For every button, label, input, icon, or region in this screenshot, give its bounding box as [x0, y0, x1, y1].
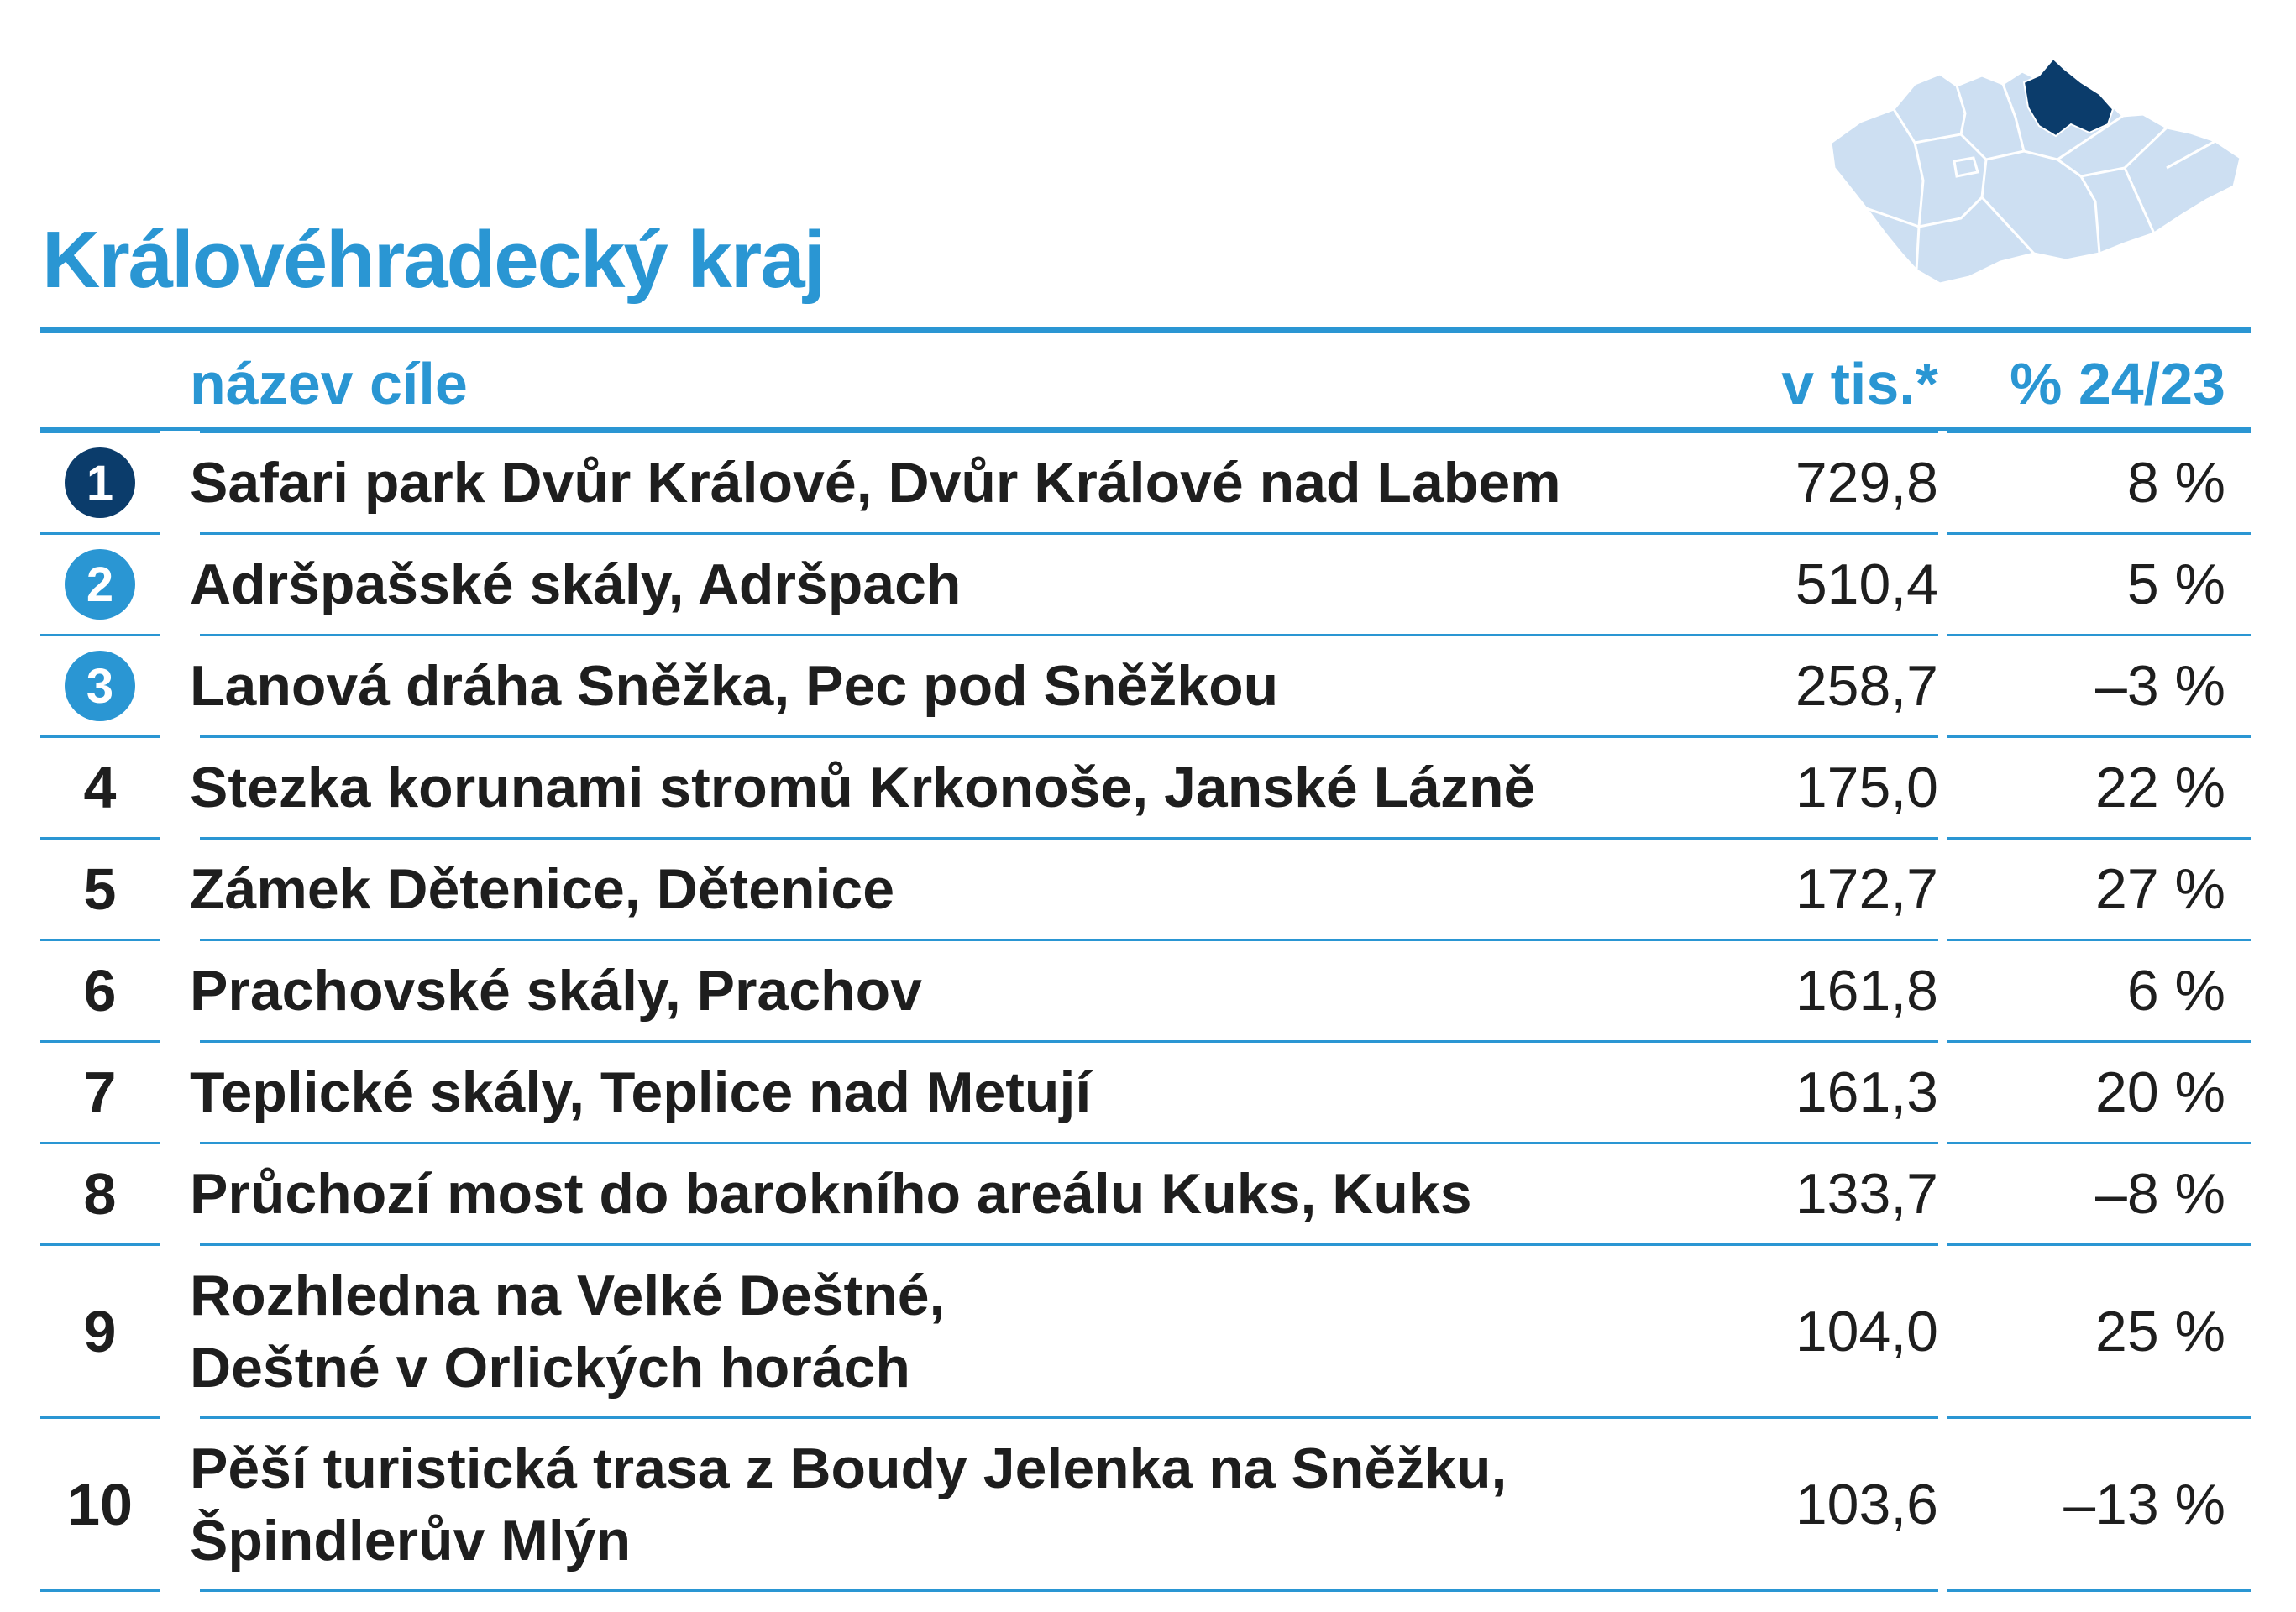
destination-name-line: Safari park Dvůr Králové, Dvůr Králové n… [190, 451, 1561, 515]
rank-number: 2 [86, 557, 114, 612]
table-row: 1 Safari park Dvůr Králové, Dvůr Králové … [40, 431, 2251, 535]
visitors-value: 729,8 [1795, 451, 1938, 515]
rank-badge: 3 [65, 651, 135, 721]
destination-name: Rozhledna na Velké Deštné, Deštné v Orlic… [190, 1246, 945, 1416]
rank-cell: 5 [40, 840, 160, 939]
change-value: 8 % [2126, 451, 2225, 515]
destination-name-line: Pěší turistická trasa z Boudy Jelenka na… [190, 1436, 1507, 1500]
rank-number: 8 [83, 1161, 117, 1227]
change-value: 27 % [2095, 857, 2225, 921]
visitors-value: 103,6 [1795, 1472, 1938, 1536]
destination-name-line: Špindlerův Mlýn [190, 1508, 632, 1573]
visitors-value: 172,7 [1795, 857, 1938, 921]
rank-number: 5 [83, 856, 117, 922]
header-change: % 24/23 [2010, 351, 2225, 416]
rank-cell: 2 [40, 535, 160, 634]
change-value: 5 % [2126, 552, 2225, 616]
destination-name-line: Prachovské skály, Prachov [190, 959, 922, 1023]
destination-name-line: Adršpašské skály, Adršpach [190, 552, 962, 616]
header-name: název cíle [190, 351, 468, 416]
visitors-value: 258,7 [1795, 654, 1938, 718]
table-row: 8 Průchozí most do barokního areálu Kuks,… [40, 1142, 2251, 1246]
rank-cell: 6 [40, 941, 160, 1040]
destinations-table: název cíle v tis.* % 24/23 1 Safari park … [40, 327, 2251, 1592]
visitors-value: 510,4 [1795, 552, 1938, 616]
table-row: 3 Lanová dráha Sněžka, Pec pod Sněžkou 258… [40, 634, 2251, 738]
header-value: v tis.* [1781, 351, 1938, 416]
rank-cell: 4 [40, 738, 160, 837]
change-value: 20 % [2095, 1060, 2225, 1124]
table-body: 1 Safari park Dvůr Králové, Dvůr Králové … [40, 431, 2251, 1592]
destination-name: Lanová dráha Sněžka, Pec pod Sněžkou [190, 636, 1278, 735]
table-row: 4 Stezka korunami stromů Krkonoše, Janské… [40, 735, 2251, 840]
rank-cell: 7 [40, 1043, 160, 1142]
visitors-value: 133,7 [1795, 1162, 1938, 1226]
rank-number: 3 [86, 658, 114, 714]
destination-name-line: Deštné v Orlických horách [190, 1335, 910, 1400]
map-region-borders [1865, 83, 2216, 271]
change-value: –13 % [2063, 1472, 2225, 1536]
destination-name: Stezka korunami stromů Krkonoše, Janské … [190, 738, 1535, 837]
destination-name: Teplické skály, Teplice nad Metují [190, 1043, 1091, 1142]
rank-number: 6 [83, 958, 117, 1023]
table-header: název cíle v tis.* % 24/23 [40, 333, 2251, 433]
destination-name: Průchozí most do barokního areálu Kuks, … [190, 1144, 1472, 1243]
change-value: 22 % [2095, 756, 2225, 819]
destination-name: Safari park Dvůr Králové, Dvůr Králové n… [190, 433, 1561, 532]
table-row: 9 Rozhledna na Velké Deštné, Deštné v Orli… [40, 1243, 2251, 1419]
destination-name-line: Teplické skály, Teplice nad Metují [190, 1060, 1092, 1124]
rank-number: 1 [86, 455, 114, 510]
rank-cell: 1 [40, 433, 160, 532]
rank-badge: 1 [65, 447, 135, 518]
destination-name: Pěší turistická trasa z Boudy Jelenka na… [190, 1419, 1507, 1589]
page-title: Královéhradecký kraj [42, 215, 826, 305]
rank-badge: 2 [65, 549, 135, 620]
change-value: 6 % [2126, 959, 2225, 1023]
table-row: 7 Teplické skály, Teplice nad Metují 161,3… [40, 1040, 2251, 1144]
change-value: –8 % [2095, 1162, 2225, 1226]
rank-cell: 3 [40, 636, 160, 735]
destination-name-line: Průchozí most do barokního areálu Kuks, … [190, 1162, 1472, 1226]
table-row: 6 Prachovské skály, Prachov 161,8 6 % [40, 939, 2251, 1043]
destination-name: Prachovské skály, Prachov [190, 941, 922, 1040]
map-country-shape [1829, 56, 2242, 285]
rank-number: 10 [67, 1471, 133, 1537]
change-value: 25 % [2095, 1299, 2225, 1363]
destination-name-line: Lanová dráha Sněžka, Pec pod Sněžkou [190, 654, 1279, 718]
table-row: 10 Pěší turistická trasa z Boudy Jelenka … [40, 1416, 2251, 1592]
destination-name-line: Rozhledna na Velké Deštné, [190, 1263, 946, 1327]
visitors-value: 161,8 [1795, 959, 1938, 1023]
destination-name-line: Zámek Dětenice, Dětenice [190, 857, 895, 921]
destination-name-line: Stezka korunami stromů Krkonoše, Janské … [190, 756, 1536, 819]
rank-number: 9 [83, 1298, 117, 1364]
table-row: 5 Zámek Dětenice, Dětenice 172,7 27 % [40, 837, 2251, 941]
visitors-value: 104,0 [1795, 1299, 1938, 1363]
change-value: –3 % [2095, 654, 2225, 718]
rank-number: 7 [83, 1060, 117, 1125]
rank-cell: 10 [40, 1419, 160, 1589]
destination-name: Adršpašské skály, Adršpach [190, 535, 961, 634]
czech-republic-map-icon [1829, 56, 2242, 285]
map-highlighted-region [2022, 57, 2115, 138]
rank-number: 4 [83, 755, 117, 820]
visitors-value: 161,3 [1795, 1060, 1938, 1124]
destination-name: Zámek Dětenice, Dětenice [190, 840, 894, 939]
rank-cell: 8 [40, 1144, 160, 1243]
rank-cell: 9 [40, 1246, 160, 1416]
visitors-value: 175,0 [1795, 756, 1938, 819]
table-row: 2 Adršpašské skály, Adršpach 510,4 5 % [40, 532, 2251, 636]
